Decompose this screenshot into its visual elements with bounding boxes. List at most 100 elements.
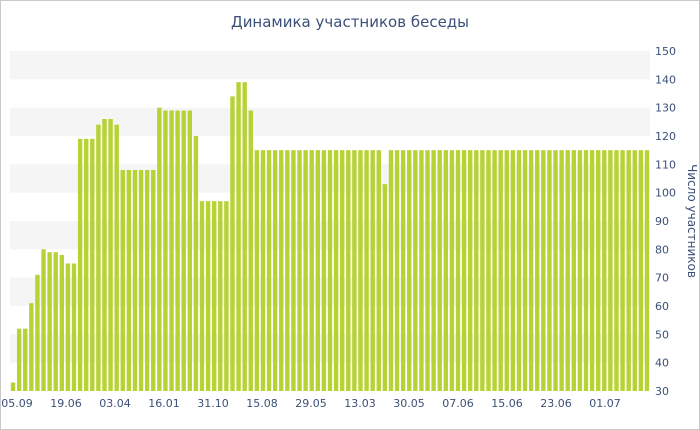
- x-tick-label: 05.09: [1, 397, 33, 410]
- bar: [230, 96, 235, 391]
- bar: [236, 82, 241, 392]
- bar: [199, 201, 205, 391]
- y-tick-label: 50: [655, 328, 669, 341]
- x-tick-label: 15.08: [246, 397, 278, 410]
- bar: [35, 274, 40, 391]
- x-tick-label: 30.05: [393, 397, 425, 410]
- y-axis-title: Число участников: [685, 164, 699, 278]
- bar: [419, 150, 424, 391]
- bar: [181, 110, 186, 391]
- bar: [102, 119, 107, 391]
- bar: [260, 150, 266, 391]
- bar: [468, 150, 473, 391]
- bar: [388, 150, 394, 391]
- y-tick-label: 120: [655, 130, 676, 143]
- x-tick-label: 29.05: [295, 397, 327, 410]
- bar: [400, 150, 406, 391]
- bar: [291, 150, 296, 391]
- bar: [59, 255, 65, 391]
- bar: [285, 150, 290, 391]
- bar: [431, 150, 436, 391]
- y-tick-label: 100: [655, 187, 676, 200]
- bar: [510, 150, 516, 391]
- bar: [10, 382, 16, 391]
- bar: [41, 249, 46, 391]
- y-tick-label: 150: [655, 45, 676, 58]
- bar: [565, 150, 570, 391]
- bar: [541, 150, 546, 391]
- grid-band: [10, 51, 650, 80]
- bar: [333, 150, 339, 391]
- bar: [309, 150, 314, 391]
- bar: [638, 150, 644, 391]
- bar: [644, 150, 650, 391]
- bar: [65, 263, 71, 391]
- bar: [157, 107, 162, 392]
- x-tick-label: 01.07: [589, 397, 621, 410]
- y-tick-label: 30: [655, 385, 669, 398]
- bar: [114, 124, 119, 392]
- bar: [614, 150, 619, 391]
- bar: [437, 150, 442, 391]
- bar: [486, 150, 491, 391]
- y-tick-label: 60: [655, 300, 669, 313]
- x-tick-label: 03.04: [99, 397, 131, 410]
- bar: [248, 110, 253, 391]
- bar: [163, 110, 168, 391]
- bar: [559, 150, 564, 391]
- bar: [602, 150, 607, 391]
- y-tick-label: 70: [655, 272, 669, 285]
- bar: [583, 150, 589, 391]
- bar: [218, 201, 223, 391]
- bar: [358, 150, 363, 391]
- bar: [297, 150, 302, 391]
- bar: [29, 303, 34, 391]
- bar: [596, 150, 601, 391]
- bar: [187, 110, 193, 391]
- bar: [266, 150, 272, 391]
- bar: [224, 201, 229, 391]
- bar: [632, 150, 637, 391]
- bar: [53, 252, 58, 391]
- bar: [340, 150, 345, 391]
- bar: [144, 170, 150, 391]
- bar: [47, 252, 52, 391]
- bar: [279, 150, 284, 391]
- bar: [254, 150, 260, 391]
- bar: [498, 150, 503, 391]
- bar: [138, 170, 144, 391]
- bar: [626, 150, 631, 391]
- bar: [608, 150, 613, 391]
- y-tick-label: 110: [655, 158, 676, 171]
- bar: [205, 201, 211, 391]
- bar: [449, 150, 455, 391]
- bar: [425, 150, 430, 391]
- bar: [303, 150, 308, 391]
- bar: [272, 150, 278, 391]
- bar: [108, 119, 113, 391]
- bar: [394, 150, 400, 391]
- chart-title: Динамика участников беседы: [230, 13, 470, 31]
- bar: [547, 150, 552, 391]
- bar: [346, 150, 351, 391]
- bar: [77, 138, 83, 391]
- bar: [443, 150, 449, 391]
- bar: [16, 328, 22, 391]
- bar: [382, 184, 388, 391]
- x-tick-label: 19.06: [50, 397, 82, 410]
- bar: [492, 150, 497, 391]
- bar: [407, 150, 412, 391]
- bar: [522, 150, 528, 391]
- bar: [504, 150, 509, 391]
- bar: [212, 201, 217, 391]
- y-tick-label: 130: [655, 102, 676, 115]
- bar: [96, 124, 101, 392]
- bar: [151, 170, 156, 391]
- bar: [23, 328, 28, 391]
- y-tick-label: 140: [655, 73, 676, 86]
- bar: [480, 150, 485, 391]
- x-tick-label: 15.06: [491, 397, 523, 410]
- bar: [132, 170, 138, 391]
